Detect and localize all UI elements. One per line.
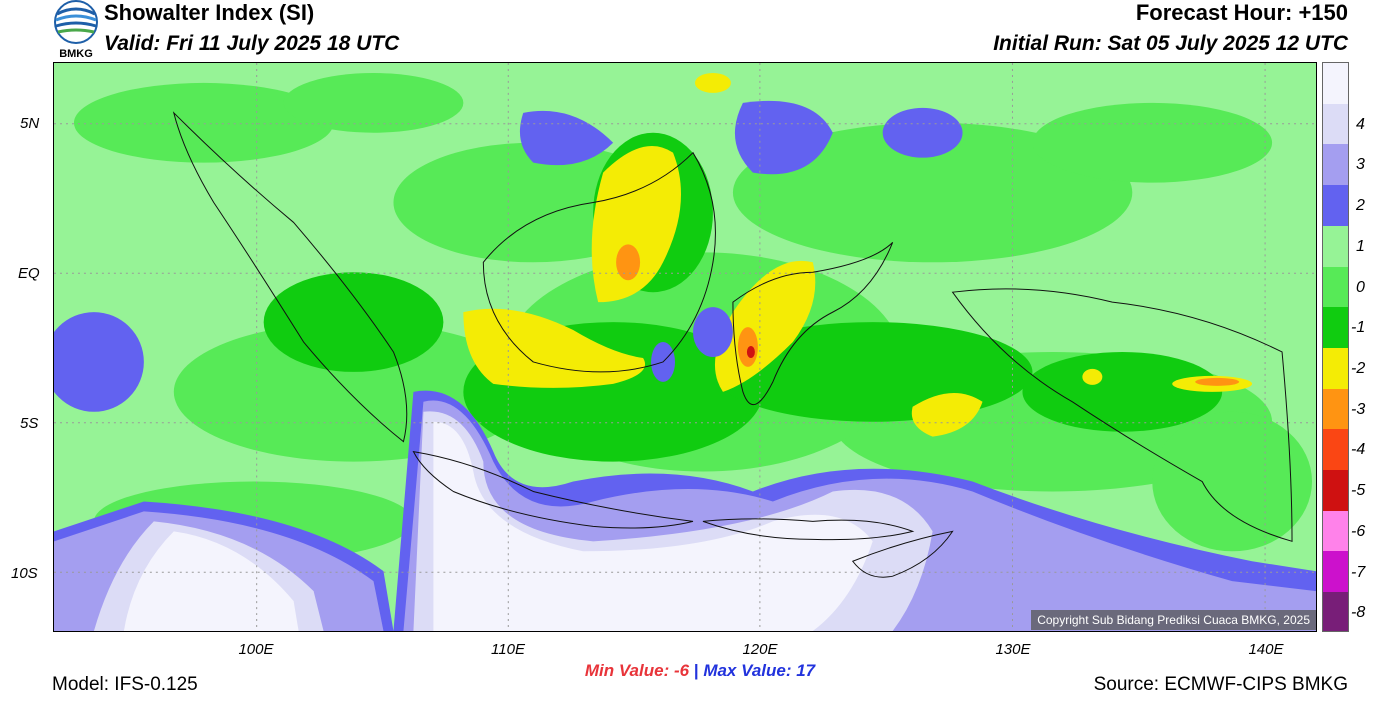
colorbar-swatch bbox=[1323, 185, 1348, 226]
colorbar-label: -2 bbox=[1351, 360, 1366, 377]
colorbar-swatch bbox=[1323, 63, 1348, 104]
colorbar-swatch bbox=[1323, 347, 1348, 389]
colorbar-swatch bbox=[1323, 470, 1348, 511]
colorbar-swatch bbox=[1323, 103, 1348, 145]
lon-label-110e: 110E bbox=[491, 641, 525, 658]
min-max-separator: | bbox=[693, 661, 699, 680]
max-value: Max Value: 17 bbox=[703, 661, 816, 680]
colorbar-label: -1 bbox=[1351, 319, 1366, 337]
colorbar-label: 1 bbox=[1356, 237, 1365, 255]
colorbar-swatch bbox=[1323, 225, 1348, 267]
lon-label-120e: 120E bbox=[742, 641, 778, 658]
lat-label-10s: 10S bbox=[11, 565, 38, 582]
colorbar-swatch bbox=[1323, 266, 1348, 308]
colorbar-label: -7 bbox=[1351, 563, 1366, 581]
colorbar-swatch bbox=[1323, 144, 1348, 186]
min-max-values: Min Value: -6 | Max Value: 17 bbox=[0, 661, 1400, 681]
colorbar-label: 4 bbox=[1356, 115, 1365, 133]
colorbar-label: 2 bbox=[1356, 197, 1365, 215]
source-label: Source: ECMWF-CIPS BMKG bbox=[1093, 674, 1348, 695]
colorbar-label: -5 bbox=[1351, 482, 1366, 500]
lat-label-5n: 5N bbox=[20, 115, 40, 132]
min-value: Min Value: -6 bbox=[584, 661, 690, 680]
copyright-notice: Copyright Sub Bidang Prediksi Cuaca BMKG… bbox=[1031, 610, 1316, 630]
colorbar-label: -4 bbox=[1351, 441, 1366, 459]
colorbar-label: 3 bbox=[1356, 156, 1365, 174]
colorbar-label: -6 bbox=[1351, 522, 1366, 540]
lat-label-eq: EQ bbox=[18, 265, 40, 282]
colorbar-swatch bbox=[1323, 307, 1348, 348]
valid-time: Valid: Fri 11 July 2025 18 UTC bbox=[104, 32, 400, 55]
model-label: Model: IFS-0.125 bbox=[52, 674, 198, 695]
svg-text:BMKG: BMKG bbox=[59, 48, 93, 60]
colorbar-swatch bbox=[1323, 592, 1348, 631]
colorbar-swatch bbox=[1323, 551, 1348, 593]
colorbar-label: -3 bbox=[1351, 400, 1366, 418]
bmkg-logo: BMKG bbox=[54, 0, 98, 60]
lon-label-130e: 130E bbox=[995, 641, 1031, 658]
colorbar-swatch bbox=[1323, 429, 1348, 471]
lat-label-5s: 5S bbox=[20, 415, 39, 432]
showalter-index-map bbox=[53, 62, 1317, 632]
colorbar-label: -8 bbox=[1351, 604, 1366, 622]
colorbar-swatch bbox=[1323, 510, 1348, 552]
forecast-hour: Forecast Hour: +150 bbox=[1135, 0, 1348, 25]
lon-label-140e: 140E bbox=[1248, 641, 1284, 658]
colorbar-swatch bbox=[1323, 388, 1348, 430]
chart-title: Showalter Index (SI) bbox=[104, 0, 315, 25]
lon-label-100e: 100E bbox=[238, 641, 274, 658]
initial-run: Initial Run: Sat 05 July 2025 12 UTC bbox=[993, 32, 1348, 55]
colorbar bbox=[1322, 62, 1349, 632]
colorbar-label: 0 bbox=[1356, 278, 1365, 296]
